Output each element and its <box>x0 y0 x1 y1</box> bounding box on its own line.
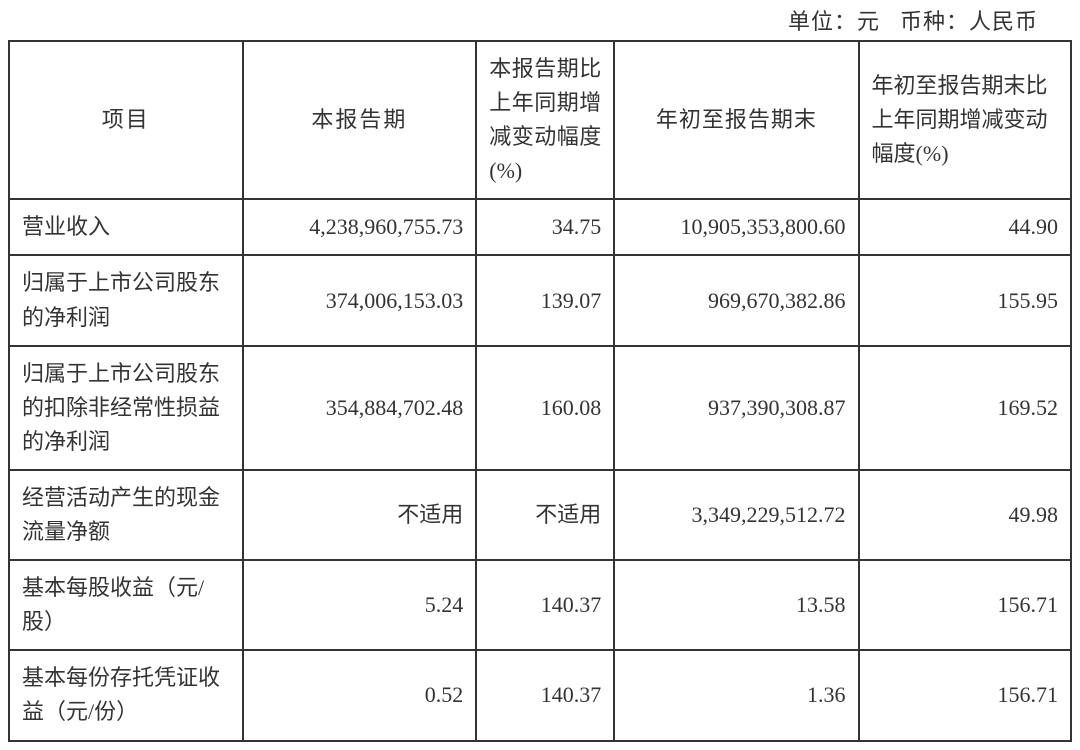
financial-table: 项目 本报告期 本报告期比上年同期增减变动幅度(%) 年初至报告期末 年初至报告… <box>8 40 1072 742</box>
cell-item: 营业收入 <box>9 199 243 255</box>
cell-current: 374,006,153.03 <box>243 255 477 345</box>
col-header-current: 本报告期 <box>243 41 477 199</box>
cell-ytd: 3,349,229,512.72 <box>614 470 858 560</box>
cell-current: 不适用 <box>243 470 477 560</box>
cell-change: 不适用 <box>476 470 614 560</box>
unit-label: 单位：元 <box>788 9 880 34</box>
financial-table-container: 单位：元币种：人民币 项目 本报告期 本报告期比上年同期增减变动幅度(%) 年初… <box>0 0 1080 750</box>
cell-change: 140.37 <box>476 560 614 650</box>
table-row: 营业收入 4,238,960,755.73 34.75 10,905,353,8… <box>9 199 1071 255</box>
currency-label: 币种：人民币 <box>900 9 1038 34</box>
col-header-change: 本报告期比上年同期增减变动幅度(%) <box>476 41 614 199</box>
table-row: 归属于上市公司股东的净利润 374,006,153.03 139.07 969,… <box>9 255 1071 345</box>
cell-ytd: 13.58 <box>614 560 858 650</box>
cell-ytd-change: 155.95 <box>859 255 1071 345</box>
cell-change: 139.07 <box>476 255 614 345</box>
cell-current: 354,884,702.48 <box>243 346 477 470</box>
cell-ytd-change: 44.90 <box>859 199 1071 255</box>
table-row: 基本每份存托凭证收益（元/份） 0.52 140.37 1.36 156.71 <box>9 650 1071 740</box>
col-header-item: 项目 <box>9 41 243 199</box>
cell-ytd: 10,905,353,800.60 <box>614 199 858 255</box>
col-header-ytd: 年初至报告期末 <box>614 41 858 199</box>
table-row: 基本每股收益（元/股） 5.24 140.37 13.58 156.71 <box>9 560 1071 650</box>
cell-current: 5.24 <box>243 560 477 650</box>
cell-item: 经营活动产生的现金流量净额 <box>9 470 243 560</box>
cell-item: 基本每份存托凭证收益（元/份） <box>9 650 243 740</box>
cell-ytd: 937,390,308.87 <box>614 346 858 470</box>
cell-current: 0.52 <box>243 650 477 740</box>
cell-ytd: 1.36 <box>614 650 858 740</box>
table-row: 经营活动产生的现金流量净额 不适用 不适用 3,349,229,512.72 4… <box>9 470 1071 560</box>
table-row: 归属于上市公司股东的扣除非经常性损益的净利润 354,884,702.48 16… <box>9 346 1071 470</box>
unit-header: 单位：元币种：人民币 <box>8 4 1072 40</box>
cell-change: 140.37 <box>476 650 614 740</box>
cell-item: 基本每股收益（元/股） <box>9 560 243 650</box>
cell-ytd: 969,670,382.86 <box>614 255 858 345</box>
cell-ytd-change: 169.52 <box>859 346 1071 470</box>
cell-change: 34.75 <box>476 199 614 255</box>
cell-ytd-change: 156.71 <box>859 650 1071 740</box>
col-header-ytd-change: 年初至报告期末比上年同期增减变动幅度(%) <box>859 41 1071 199</box>
cell-ytd-change: 49.98 <box>859 470 1071 560</box>
cell-ytd-change: 156.71 <box>859 560 1071 650</box>
cell-current: 4,238,960,755.73 <box>243 199 477 255</box>
cell-item: 归属于上市公司股东的净利润 <box>9 255 243 345</box>
cell-change: 160.08 <box>476 346 614 470</box>
table-header-row: 项目 本报告期 本报告期比上年同期增减变动幅度(%) 年初至报告期末 年初至报告… <box>9 41 1071 199</box>
cell-item: 归属于上市公司股东的扣除非经常性损益的净利润 <box>9 346 243 470</box>
